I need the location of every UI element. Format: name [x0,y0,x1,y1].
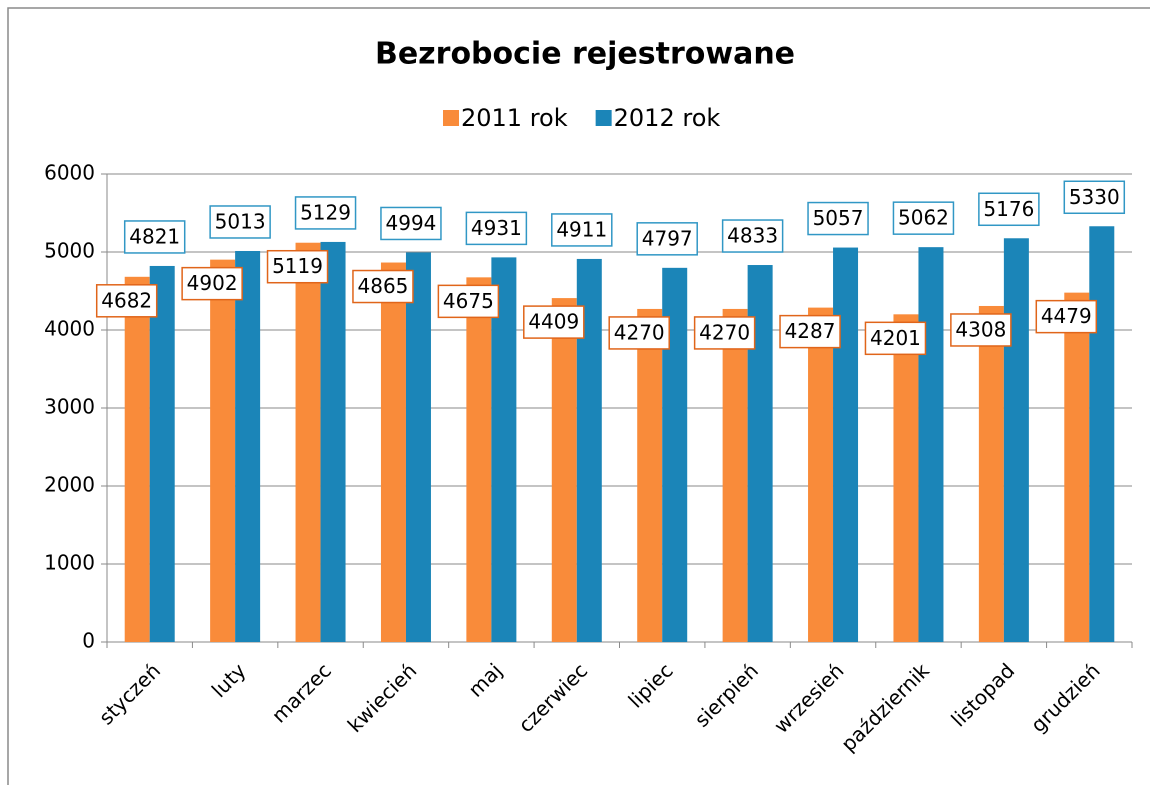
data-label-box [636,222,698,256]
data-label-box [352,269,414,304]
data-label-box [266,249,329,284]
data-label: 4201 [870,326,921,350]
data-label-box [437,284,500,319]
data-label-box [950,313,1012,347]
bar [235,250,261,642]
data-label: 4287 [785,319,836,343]
bar [124,276,150,642]
data-label-box [1035,299,1098,334]
bar [405,252,431,642]
data-label-box [807,201,869,236]
y-tick-label: 1000 [44,551,95,575]
data-label-box [978,192,1040,227]
data-label-box [181,266,243,301]
data-label-box [294,196,357,230]
data-label-box [123,220,186,254]
bar [320,241,346,643]
data-label: 4409 [528,310,579,334]
legend-swatch [443,110,459,126]
bar [637,308,663,642]
data-label: 4308 [955,317,1006,341]
data-label-box [779,314,841,349]
bar [295,242,321,642]
data-label: 4865 [358,274,409,298]
data-label-box [209,205,271,239]
data-label-box [864,321,927,356]
data-label: 4902 [187,271,238,295]
y-tick-label: 5000 [44,239,95,263]
data-label: 4821 [129,224,180,248]
data-label: 5119 [272,254,323,278]
bar [1089,226,1115,642]
bar [893,314,919,642]
data-label: 5129 [300,200,351,224]
data-label-box [380,206,442,241]
data-label-box [465,211,528,246]
data-label: 4931 [471,216,522,240]
bar [210,259,236,642]
data-label: 5176 [983,197,1034,221]
data-label-box [608,316,670,350]
data-label: 4911 [556,217,607,241]
y-tick-label: 2000 [44,473,95,497]
data-label: 5057 [813,206,864,230]
data-label: 4833 [727,224,778,248]
bar [808,307,834,642]
bar [918,247,944,642]
data-label: 4479 [1041,304,1092,328]
legend-swatch [595,110,612,126]
data-label: 4675 [443,289,494,313]
y-tick-label: 4000 [44,317,95,341]
data-label: 4682 [101,288,152,312]
data-label: 4270 [614,320,665,344]
data-label: 5013 [215,209,266,233]
y-tick-label: 0 [82,629,95,653]
data-label-box [551,213,613,247]
y-tick-label: 3000 [44,395,95,419]
data-label-box [693,316,756,350]
data-label: 5330 [1069,185,1120,209]
bar [491,257,517,642]
bar [978,305,1004,642]
data-label: 4797 [642,226,693,250]
data-label: 5062 [898,206,949,230]
data-label-box [892,201,955,235]
legend-label: 2012 rok [614,104,721,132]
bar [1064,292,1090,642]
bar [551,298,577,642]
data-label-box [1063,180,1126,215]
data-label: 4270 [699,320,750,344]
bar [722,308,748,642]
data-label-box [721,219,784,253]
data-label: 4994 [386,211,437,235]
bar [149,265,175,642]
data-label-box [523,305,585,339]
bar [1003,238,1029,642]
bar [833,247,859,642]
data-label-box [95,284,158,318]
y-tick-label: 6000 [44,161,95,185]
bar [466,277,492,642]
chart-title: Bezrobocie rejestrowane [375,37,795,72]
legend-label: 2011 rok [461,104,568,132]
bar [380,262,406,642]
